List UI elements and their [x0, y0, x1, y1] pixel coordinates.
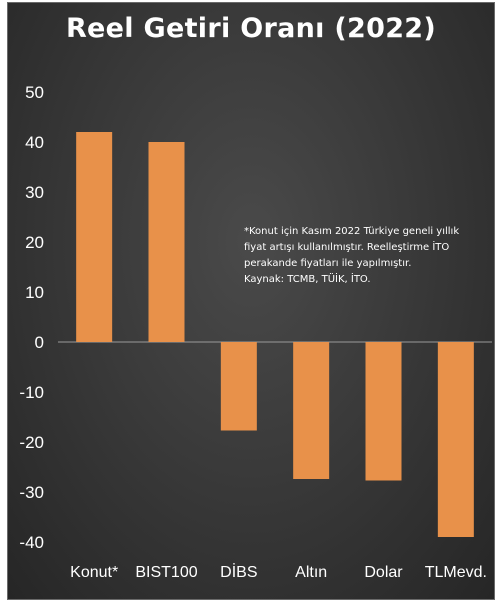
y-tick-label: 30 — [25, 183, 44, 202]
bar-dibs — [220, 342, 257, 431]
x-category-label: Konut* — [70, 564, 118, 581]
chart-footnote: *Konut için Kasım 2022 Türkiye geneli yı… — [244, 224, 484, 288]
y-tick-label: 0 — [35, 333, 44, 352]
y-tick-label: -10 — [19, 383, 44, 402]
chart-title: Reel Getiri Oranı (2022) — [65, 13, 437, 44]
x-category-label: BIST100 — [135, 564, 197, 581]
bar-altn — [293, 342, 330, 479]
y-tick-label: 10 — [25, 283, 44, 302]
x-category-label: DİBS — [220, 562, 257, 581]
bar-konut — [76, 132, 113, 342]
chart-card: Reel Getiri Oranı (2022) 50 40 30 20 10 0 -10 -… — [7, 2, 495, 600]
footnote-line: fiyat artışı kullanılmıştır. Reelleştirm… — [244, 242, 450, 253]
y-tick-label: -20 — [19, 433, 44, 452]
bar-dolar — [365, 342, 402, 481]
y-tick-label: 40 — [25, 133, 44, 152]
bar-chart: 50 40 30 20 10 0 -10 -20 -30 -40 Konut* BIST100 DİBS… — [19, 83, 492, 581]
y-tick-label: -40 — [19, 533, 44, 552]
bar-tlmevd — [437, 342, 474, 537]
footnote-line: *Konut için Kasım 2022 Türkiye geneli yı… — [244, 226, 460, 237]
y-tick-label: 50 — [25, 83, 44, 102]
footnote-line: perakande fiyatları ile yapılmıştır. — [244, 258, 412, 269]
footnote-line: Kaynak: TCMB, TÜİK, İTO. — [244, 274, 371, 285]
x-category-label: Altın — [295, 564, 327, 581]
x-category-label: Dolar — [364, 564, 403, 581]
x-category-label: TLMevd. — [425, 564, 487, 581]
y-tick-label: 20 — [25, 233, 44, 252]
y-tick-label: -30 — [19, 483, 44, 502]
bar-bist100 — [148, 142, 185, 342]
